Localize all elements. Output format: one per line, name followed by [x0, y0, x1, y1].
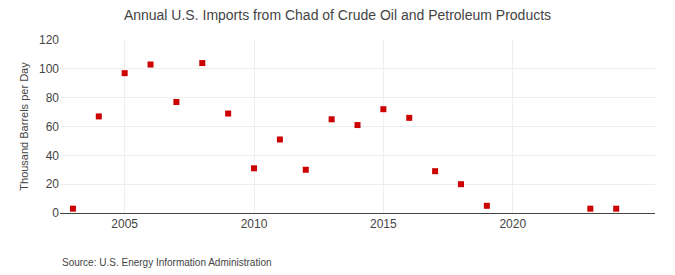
svg-text:0: 0 — [52, 206, 59, 220]
svg-text:2005: 2005 — [111, 217, 138, 231]
svg-text:80: 80 — [46, 91, 60, 105]
svg-text:100: 100 — [39, 62, 59, 76]
svg-text:2015: 2015 — [370, 217, 397, 231]
svg-text:2010: 2010 — [241, 217, 268, 231]
svg-text:Source: U.S. Energy Informatio: Source: U.S. Energy Information Administ… — [62, 257, 272, 268]
svg-text:20: 20 — [46, 177, 60, 191]
svg-text:Thousand Barrels per Day: Thousand Barrels per Day — [18, 62, 30, 191]
svg-text:Annual U.S. Imports from Chad: Annual U.S. Imports from Chad of Crude O… — [124, 7, 551, 23]
svg-text:120: 120 — [39, 33, 59, 47]
svg-text:60: 60 — [46, 120, 60, 134]
svg-text:40: 40 — [46, 149, 60, 163]
svg-text:2020: 2020 — [499, 217, 526, 231]
